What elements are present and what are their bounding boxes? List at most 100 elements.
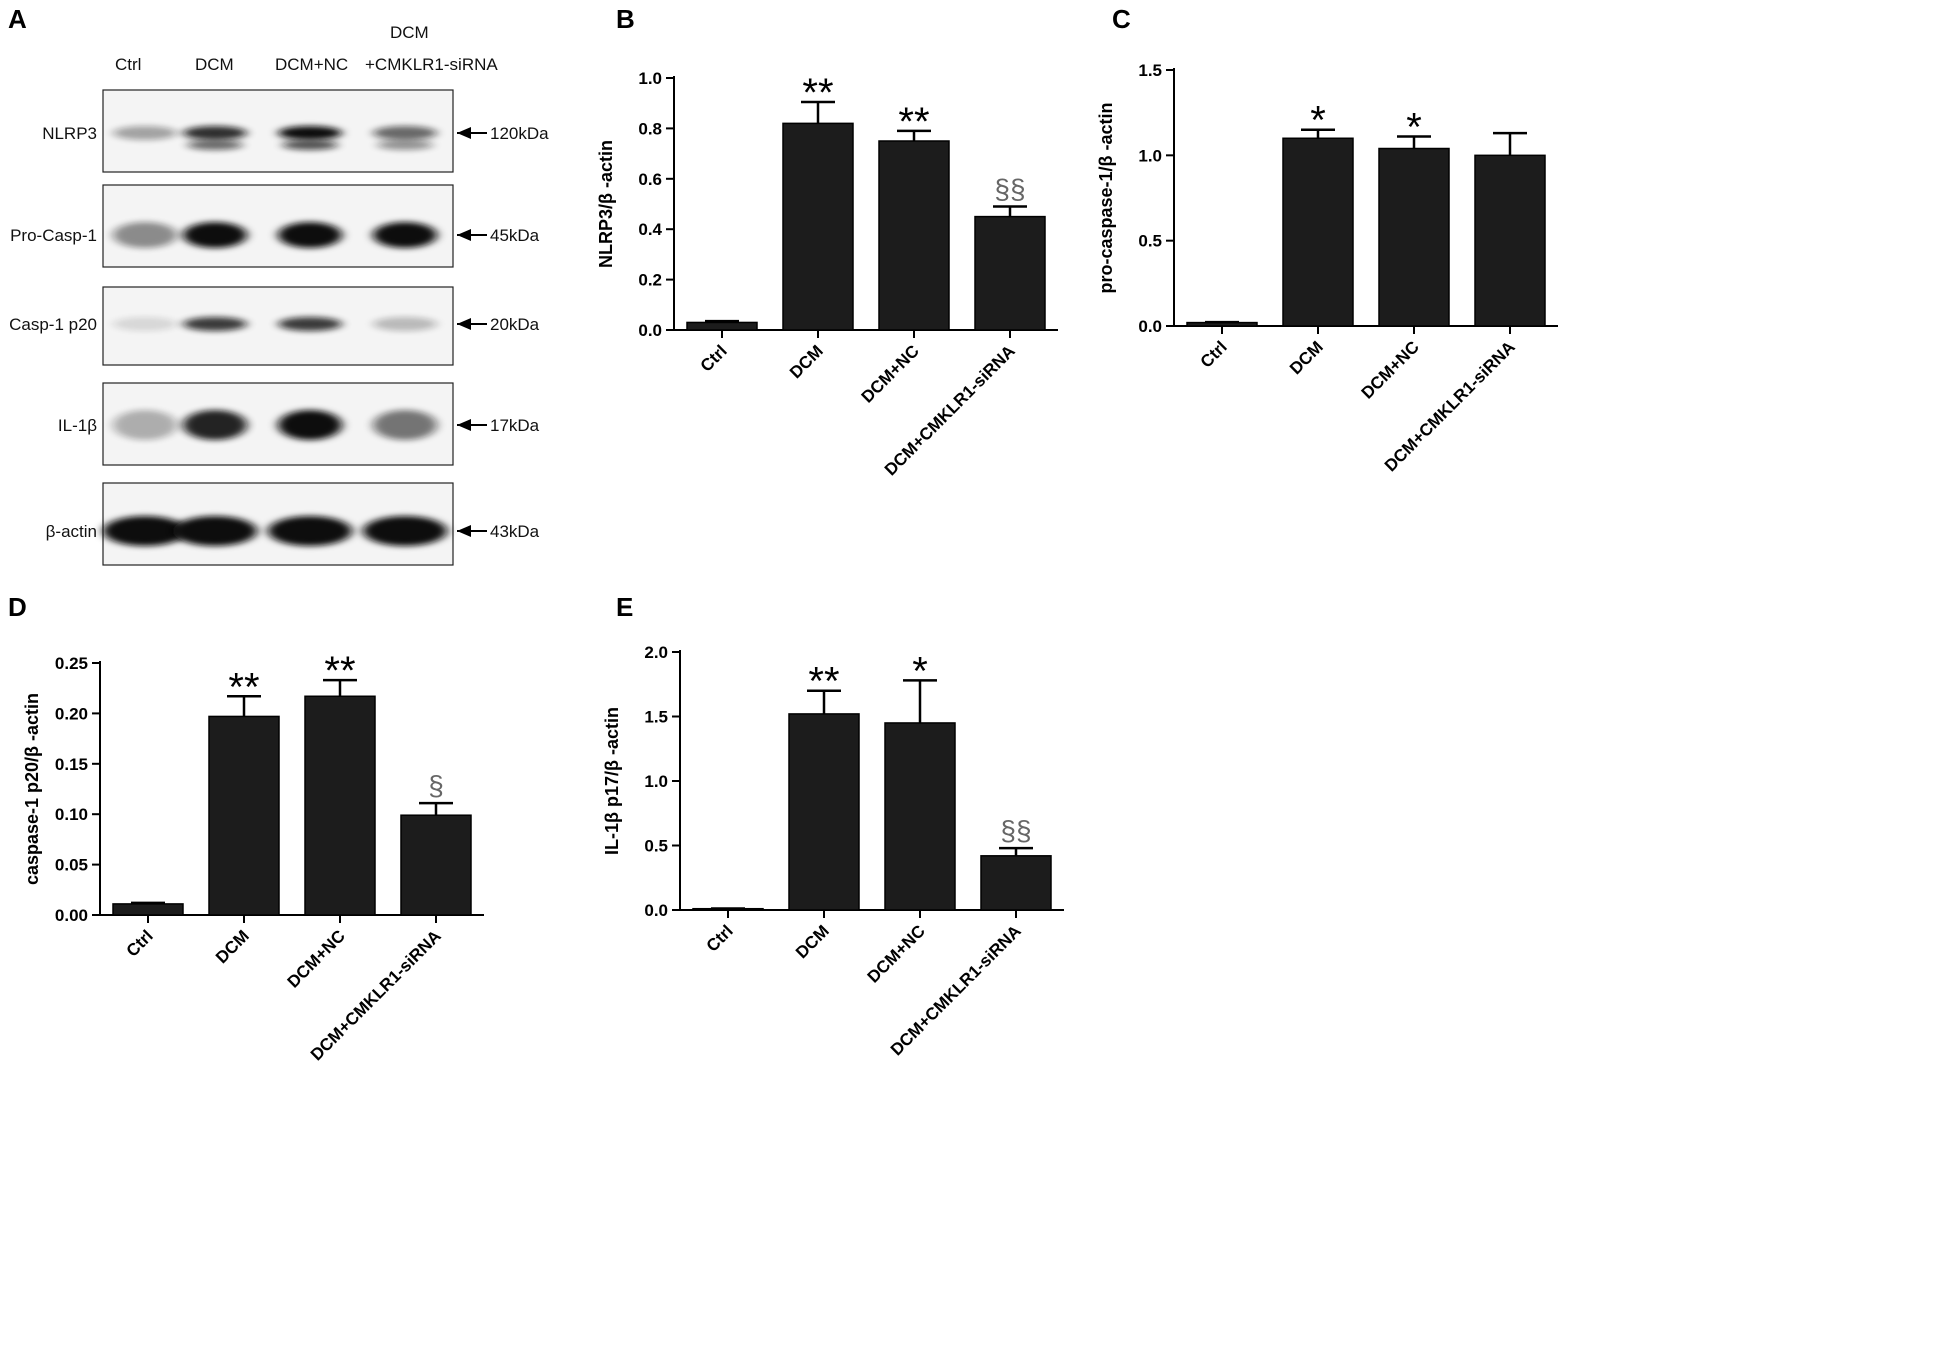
western-blot-panel: Ctrl DCM DCM+NC +CMKLR1-siRNA DCM NLRP3 120kDa… [9,23,549,566]
y-tick-label: 0.2 [638,271,662,290]
blot-lane-label: +CMKLR1-siRNA [365,55,498,74]
y-tick-label: 0.0 [1138,317,1162,336]
y-tick-label: 0.15 [55,755,88,774]
blot-arrowhead [457,229,471,241]
blot-band [187,140,243,150]
blot-protein-label: Pro-Casp-1 [10,226,97,245]
y-tick-label: 0.10 [55,805,88,824]
blot-protein-label: IL-1β [58,416,97,435]
blot-band [183,222,247,248]
y-tick-label: 1.5 [644,708,668,727]
y-tick-label: 0.6 [638,170,662,189]
blot-band [363,516,447,546]
chart-d-caspase1-p20: 0.00 0.05 0.10 0.15 0.20 0.25 caspase-1 p20/β … [22,649,484,1064]
x-tick-label: DCM+NC [284,926,349,991]
y-tick-label: 0.5 [644,837,668,856]
chart-c-pro-caspase1: 0.0 0.5 1.0 1.5 pro-caspase-1/β -actin Ctrl * D… [1096,61,1558,475]
blot-arrowhead [457,318,471,330]
significance-marker: ** [802,71,833,115]
blot-band [278,126,342,140]
panel-letter-c: C [1112,4,1131,34]
blot-band [103,516,187,546]
y-tick-label: 0.5 [1138,232,1162,251]
blot-size-label: 43kDa [490,522,540,541]
blot-band [278,410,342,440]
significance-marker: * [1406,106,1422,150]
y-tick-label: 0.05 [55,856,88,875]
blot-band [113,317,177,331]
bar [788,713,860,911]
y-tick-label: 2.0 [644,643,668,662]
x-tick-label: Ctrl [1197,337,1231,371]
y-tick-label: 0.20 [55,704,88,723]
y-axis-label: caspase-1 p20/β -actin [22,693,42,885]
bar [686,321,758,331]
blot-band [377,140,433,150]
significance-marker: ** [324,649,355,693]
bar [878,140,950,331]
bar [1378,147,1450,327]
bar [1474,154,1546,327]
y-axis-label: pro-caspase-1/β -actin [1096,102,1116,293]
bar [974,215,1046,331]
y-tick-label: 0.25 [55,654,88,673]
significance-marker: ** [228,665,259,709]
x-tick-label: DCM [1286,337,1327,378]
blot-band [183,126,247,140]
blot-band [282,140,338,150]
x-tick-label: DCM+NC [864,921,929,986]
y-tick-label: 1.0 [644,772,668,791]
significance-marker: § [428,770,444,801]
bar [782,122,854,331]
x-tick-label: Ctrl [123,926,157,960]
blot-band [183,317,247,331]
blot-band [278,222,342,248]
bar [1282,137,1354,327]
blot-size-label: 17kDa [490,416,540,435]
blot-protein-label: NLRP3 [42,124,97,143]
blot-band [113,126,177,140]
blot-size-label: 45kDa [490,226,540,245]
chart-b-nlrp3: 0.0 0.2 0.4 0.6 0.8 1.0 NLRP3/β -actin Ctrl ** DC… [596,69,1058,479]
y-tick-label: 1.0 [1138,146,1162,165]
significance-marker: §§ [994,174,1025,205]
y-tick-label: 0.0 [638,321,662,340]
blot-band [173,516,257,546]
y-tick-label: 0.00 [55,906,88,925]
bar [208,715,280,916]
blot-band [373,410,437,440]
blot-band [373,317,437,331]
blot-band [373,126,437,140]
x-tick-label: DCM+NC [1358,337,1423,402]
significance-marker: §§ [1000,815,1031,846]
y-tick-label: 1.5 [1138,61,1162,80]
panel-letter-a: A [8,4,27,34]
bar [304,695,376,916]
blot-lane-label: DCM+NC [275,55,348,74]
blot-band [278,317,342,331]
y-axis-label: NLRP3/β -actin [596,140,616,268]
blot-arrowhead [457,419,471,431]
blot-lane-label: DCM [195,55,234,74]
blot-band [268,516,352,546]
blot-protein-label: Casp-1 p20 [9,315,97,334]
significance-marker: ** [808,660,839,704]
blot-arrowhead [457,525,471,537]
blot-lane-label: Ctrl [115,55,141,74]
significance-marker: ** [898,100,929,144]
bar [980,855,1052,911]
blot-size-label: 20kDa [490,315,540,334]
panel-letter-e: E [616,592,634,622]
x-tick-label: DCM+NC [858,341,923,406]
x-tick-label: Ctrl [697,341,731,375]
x-tick-label: DCM [212,926,253,967]
blot-arrowhead [457,127,471,139]
panel-letter-d: D [8,592,27,622]
y-tick-label: 1.0 [638,69,662,88]
significance-marker: * [912,649,928,693]
bar [884,722,956,911]
blot-lane-header-dcm: DCM [390,23,429,42]
x-tick-label: Ctrl [703,921,737,955]
blot-band [183,410,247,440]
y-tick-label: 0.4 [638,220,662,239]
